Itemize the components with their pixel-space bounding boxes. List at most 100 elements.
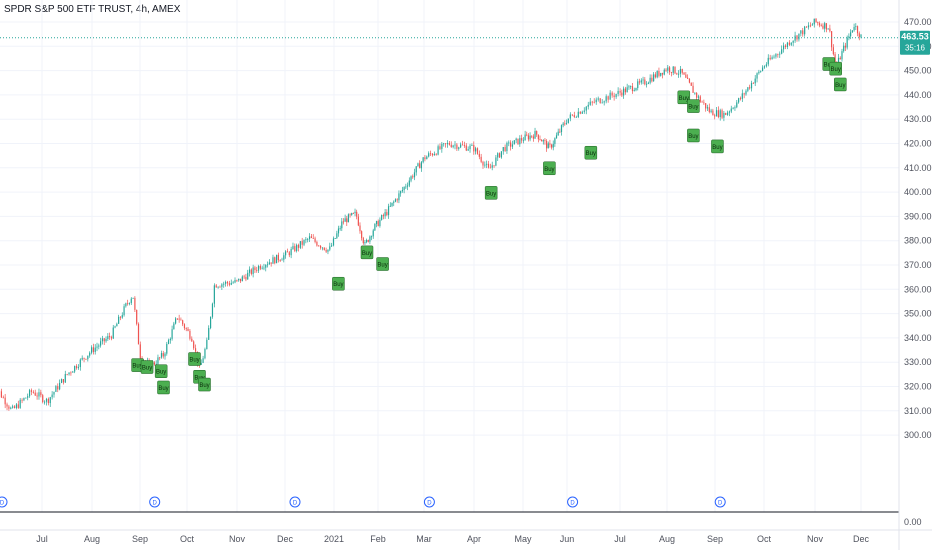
candle-body <box>777 54 779 55</box>
candle-body <box>550 144 553 148</box>
buy-signal-label: Buy <box>586 151 596 157</box>
candle-body <box>290 249 292 256</box>
candle-body <box>299 241 301 248</box>
candle-body <box>15 404 18 408</box>
price-tick-label: 390.00 <box>904 211 932 221</box>
candle-body <box>454 144 456 146</box>
candle-body <box>310 236 312 238</box>
candle-body <box>661 72 664 75</box>
candle-body <box>822 25 824 29</box>
candle-body <box>189 330 191 339</box>
buy-signal: Buy <box>188 352 201 366</box>
price-tick-label: 420.00 <box>904 139 932 149</box>
candle-body <box>162 353 164 357</box>
candle-body <box>391 202 393 206</box>
buy-signal-label: Buy <box>679 96 689 102</box>
candle-body <box>66 374 68 375</box>
candle-body <box>579 111 581 114</box>
candle-body <box>717 110 719 118</box>
candle-body <box>352 213 354 214</box>
dividend-marker-circle <box>423 496 435 508</box>
candle-body <box>855 26 857 27</box>
candle-body <box>208 328 210 340</box>
price-tick-label: 370.00 <box>904 260 932 270</box>
candle-body <box>57 386 59 390</box>
candle-body <box>424 157 426 160</box>
dividend-marker-circle <box>714 496 726 508</box>
price-badge: 463.53 35:16 <box>0 30 930 55</box>
candle-body <box>747 87 749 91</box>
candle-body <box>327 249 329 252</box>
buy-signal-box <box>829 61 842 76</box>
buy-signal: Buy <box>198 377 211 392</box>
time-axis[interactable]: Jul Aug Sep Oct Nov Dec 2021 Feb Mar Apr May Jun Jul… <box>36 534 869 544</box>
candle-body <box>325 249 327 252</box>
candle-body <box>64 374 66 383</box>
candle-body <box>79 359 81 368</box>
candle-body <box>263 267 265 269</box>
candle-body <box>187 328 189 331</box>
candle-body <box>811 24 813 26</box>
candle-body <box>81 357 83 360</box>
candle-body <box>301 241 303 245</box>
dividend-marker-circle <box>149 496 161 508</box>
price-tick-label: 410.00 <box>904 163 932 173</box>
buy-signal-label: Buy <box>132 364 142 370</box>
candle-body <box>809 25 812 27</box>
candle-body <box>665 69 667 71</box>
candle-body <box>110 337 113 339</box>
candle-body <box>788 42 790 45</box>
candle-body <box>349 214 351 216</box>
candle-body <box>283 255 285 260</box>
candle-body <box>471 145 473 146</box>
candle-body <box>820 25 822 27</box>
candle-body <box>708 107 710 112</box>
candle-body <box>775 54 777 57</box>
time-tick-label: May <box>514 534 532 544</box>
candle-body <box>841 51 843 60</box>
candle-body <box>200 362 202 365</box>
buy-signal-label: Buy <box>362 251 372 257</box>
price-tick-label: 400.00 <box>904 187 932 197</box>
candle-body <box>415 166 417 173</box>
candle-body <box>13 406 16 408</box>
price-tick-label: 430.00 <box>904 114 932 124</box>
buy-signal: Buy <box>829 61 842 76</box>
candle-body <box>839 57 841 60</box>
price-axis[interactable]: 470.00460.00450.00440.00430.00420.00410.… <box>904 17 932 440</box>
candle-body <box>593 101 595 103</box>
candle-body <box>562 123 564 126</box>
candle-body <box>531 135 533 137</box>
candle-body <box>248 269 251 273</box>
candle-body <box>638 81 641 83</box>
candle-body <box>134 297 136 310</box>
candle-body <box>513 140 515 145</box>
candle-body <box>628 86 630 88</box>
buy-signal-label: Buy <box>377 263 387 269</box>
candle-body <box>386 212 388 216</box>
buy-signal: Buy <box>484 186 498 200</box>
candle-body <box>515 138 517 141</box>
candle-body <box>458 147 460 149</box>
candle-body <box>279 260 281 261</box>
buy-signal-label: Buy <box>544 167 554 173</box>
candle-body <box>694 92 696 94</box>
candle-body <box>546 141 548 149</box>
price-tick-label: 360.00 <box>904 284 932 294</box>
candle-body <box>575 116 577 118</box>
buy-signal: Buy <box>332 276 345 291</box>
candle-body <box>656 71 658 78</box>
time-tick-label: Mar <box>416 534 432 544</box>
candle-body <box>560 125 563 132</box>
candle-body <box>676 73 678 75</box>
candle-body <box>591 101 593 103</box>
candle-body <box>784 45 787 48</box>
candle-body <box>710 110 712 112</box>
candle-body <box>109 336 111 338</box>
candle-body <box>605 96 607 102</box>
buy-signal-label: Buy <box>688 134 698 140</box>
time-tick-label: Aug <box>659 534 675 544</box>
buy-signal: Buy <box>376 257 389 271</box>
candle-body <box>405 186 407 188</box>
